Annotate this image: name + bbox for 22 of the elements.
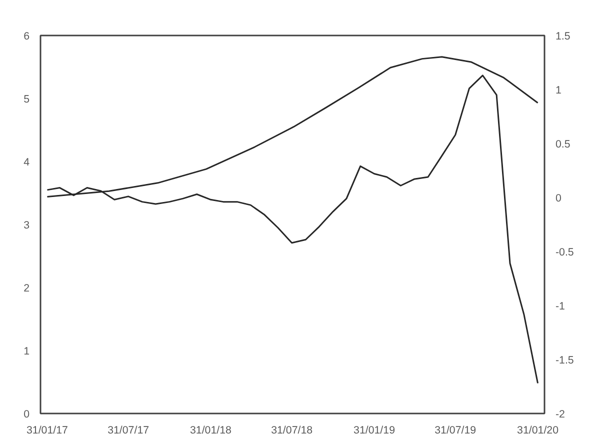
y-tick-label: 3 bbox=[24, 220, 30, 232]
y2-tick-label: -1 bbox=[556, 300, 566, 312]
y-tick-label: 0 bbox=[24, 408, 30, 420]
y2-tick-label: -1.5 bbox=[556, 354, 574, 366]
x-tick-label: 31/01/20 bbox=[517, 424, 559, 436]
x-tick-label: 31/07/19 bbox=[434, 424, 476, 436]
y-tick-label: 1 bbox=[24, 346, 30, 358]
y2-tick-label: 0.5 bbox=[556, 138, 570, 150]
x-tick-label: 31/01/17 bbox=[26, 424, 68, 436]
y2-tick-label: 0 bbox=[556, 192, 562, 204]
x-tick-label: 31/01/18 bbox=[190, 424, 232, 436]
x-tick-label: 31/07/17 bbox=[108, 424, 150, 436]
y2-tick-label: -0.5 bbox=[556, 246, 574, 258]
y2-tick-label: 1 bbox=[556, 84, 562, 96]
y2-tick-label: 1.5 bbox=[556, 30, 570, 42]
x-tick-label: 31/07/18 bbox=[271, 424, 313, 436]
x-tick-label: 31/01/19 bbox=[354, 424, 396, 436]
y-tick-label: 6 bbox=[24, 30, 30, 42]
y-tick-label: 2 bbox=[24, 282, 30, 294]
y-tick-label: 4 bbox=[24, 156, 30, 168]
y-tick-label: 5 bbox=[24, 94, 30, 106]
y2-tick-label: -2 bbox=[556, 408, 566, 420]
